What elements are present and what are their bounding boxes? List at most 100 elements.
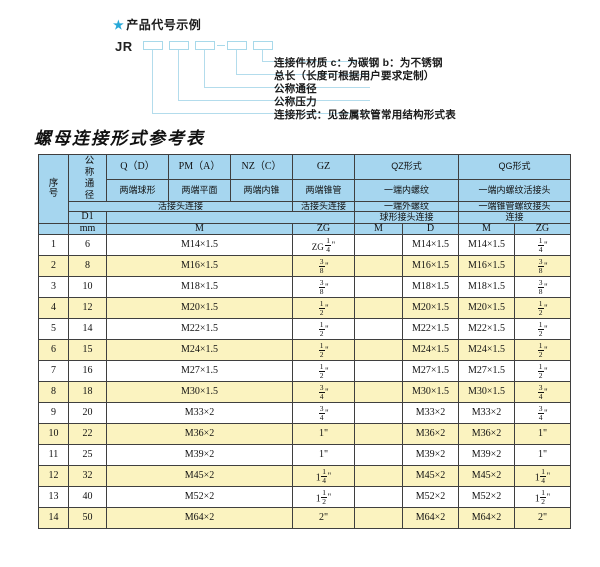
- header-code-pma: PM（A）: [168, 154, 231, 180]
- cell-thread-m: M39×2: [106, 444, 293, 467]
- cell-gz-zg: 3 4 ": [292, 402, 355, 425]
- annotation-conn-type: 连接形式：见金属软管常用结构形式表: [274, 109, 456, 121]
- cell-gz-zg: 2": [292, 507, 355, 530]
- header-row-codes: 序 号 公称通径 Q（D） PM（A） NZ（C） GZ QZ形式 QG形式: [38, 154, 572, 224]
- leader-line-conn-type-h: [152, 113, 370, 115]
- annotation-material: 连接件材质 c：为碳钢 b：为不锈钢: [274, 57, 443, 69]
- cell-qg-m: M14×1.5: [458, 234, 515, 257]
- cell-thread-m: M14×1.5: [106, 234, 293, 257]
- table-header: 序 号 公称通径 Q（D） PM（A） NZ（C） GZ QZ形式 QG形式 两…: [38, 154, 572, 236]
- header-units-blank: [38, 222, 69, 236]
- annotation-length: 总长（长度可根据用户要求定制）: [274, 70, 435, 82]
- cell-qz-m: [354, 507, 403, 530]
- code-box-3: [195, 41, 215, 50]
- cell-qz-m: [354, 486, 403, 509]
- cell-seq: 14: [38, 507, 69, 530]
- cell-qz-m: [354, 255, 403, 278]
- cell-thread-m: M22×1.5: [106, 318, 293, 341]
- cell-qg-m: M20×1.5: [458, 297, 515, 320]
- cell-gz-zg: ZG 1 4 ": [292, 234, 355, 257]
- table-row: 13 40 M52×2 1 1 2 " M52×2 M52×2 1 1 2 ": [38, 486, 572, 509]
- header-unit-m-qg: M: [458, 222, 515, 236]
- cell-bore: 15: [68, 339, 107, 362]
- cell-gz-zg: 3 8 ": [292, 255, 355, 278]
- header-desc1-gz: 两端锥管: [292, 178, 355, 203]
- cell-qz-d: M36×2: [402, 423, 459, 446]
- cell-bore: 50: [68, 507, 107, 530]
- cell-seq: 8: [38, 381, 69, 404]
- code-separator-dash: [217, 45, 225, 47]
- table-row: 5 14 M22×1.5 1 2 " M22×1.5 M22×1.5 1 2 ": [38, 318, 572, 341]
- cell-qg-m: M22×1.5: [458, 318, 515, 341]
- star-icon: ★: [113, 18, 125, 32]
- header-seq: 序 号: [38, 154, 69, 224]
- cell-thread-m: M45×2: [106, 465, 293, 488]
- header-unit-zg-qg: ZG: [513, 222, 572, 236]
- annotation-bore: 公称通径: [274, 83, 317, 95]
- header-desc2-gz: 活接头连接: [292, 200, 355, 213]
- cell-qg-zg: 1": [513, 423, 572, 446]
- table-row: 3 10 M18×1.5 3 8 " M18×1.5 M18×1.5 3 8 ": [38, 276, 572, 299]
- cell-qg-m: M45×2: [458, 465, 515, 488]
- cell-qz-d: M64×2: [402, 507, 459, 530]
- cell-qz-d: M33×2: [402, 402, 459, 425]
- leader-line-material-v: [262, 50, 264, 62]
- header-desc3-qz: 球形接头连接: [354, 211, 459, 224]
- cell-qg-zg: 1 2 ": [513, 318, 572, 341]
- cell-seq: 5: [38, 318, 69, 341]
- header-unit-m-qz: M: [354, 222, 403, 236]
- cell-qz-d: M24×1.5: [402, 339, 459, 362]
- cell-qg-m: M33×2: [458, 402, 515, 425]
- leader-line-length-h: [236, 74, 370, 76]
- cell-qz-d: M30×1.5: [402, 381, 459, 404]
- header-row-desc3: D1 球形接头连接 连接: [39, 211, 572, 224]
- leader-line-material-h: [262, 61, 370, 63]
- header-row-desc1: 两端球形 两端平面 两端内锥 两端锥管 一端内螺纹 一端内螺纹活接头: [39, 178, 572, 203]
- leader-line-bore-h: [204, 87, 370, 89]
- cell-qg-zg: 1 2 ": [513, 297, 572, 320]
- cell-bore: 20: [68, 402, 107, 425]
- cell-qg-m: M64×2: [458, 507, 515, 530]
- cell-qz-d: M52×2: [402, 486, 459, 509]
- cell-qz-m: [354, 234, 403, 257]
- annotation-pressure: 公称压力: [274, 96, 317, 108]
- cell-qg-zg: 3 4 ": [513, 402, 572, 425]
- header-desc1-qz: 一端内螺纹: [354, 178, 459, 203]
- table-row: 2 8 M16×1.5 3 8 " M16×1.5 M16×1.5 3 8 ": [38, 255, 572, 278]
- cell-thread-m: M20×1.5: [106, 297, 293, 320]
- leader-line-length-v: [236, 50, 238, 75]
- cell-gz-zg: 1 2 ": [292, 297, 355, 320]
- cell-thread-m: M30×1.5: [106, 381, 293, 404]
- code-box-2: [169, 41, 189, 50]
- cell-qz-d: M20×1.5: [402, 297, 459, 320]
- cell-qz-m: [354, 276, 403, 299]
- header-code-qz: QZ形式: [354, 154, 459, 180]
- cell-qz-d: M27×1.5: [402, 360, 459, 383]
- cell-seq: 10: [38, 423, 69, 446]
- header-bore-d1: D1: [68, 211, 107, 224]
- cell-qg-m: M52×2: [458, 486, 515, 509]
- header-desc3-qg: 连接: [457, 211, 572, 224]
- cell-bore: 18: [68, 381, 107, 404]
- cell-qg-zg: 1": [513, 444, 572, 467]
- header-desc3-blank: [106, 211, 355, 224]
- code-box-5: [253, 41, 273, 50]
- cell-qz-m: [354, 423, 403, 446]
- cell-thread-m: M36×2: [106, 423, 293, 446]
- cell-qz-m: [354, 339, 403, 362]
- cell-qz-m: [354, 360, 403, 383]
- cell-qz-d: M18×1.5: [402, 276, 459, 299]
- table-row: 12 32 M45×2 1 1 4 " M45×2 M45×2 1 1 4 ": [38, 465, 572, 488]
- header-row-units: mm M ZG M D M ZG: [38, 222, 572, 236]
- cell-thread-m: M18×1.5: [106, 276, 293, 299]
- cell-gz-zg: 1 2 ": [292, 339, 355, 362]
- cell-qz-m: [354, 318, 403, 341]
- cell-qz-m: [354, 297, 403, 320]
- cell-gz-zg: 1": [292, 444, 355, 467]
- cell-thread-m: M16×1.5: [106, 255, 293, 278]
- leader-line-pressure-v: [178, 50, 180, 101]
- header-seq-line2: 号: [48, 187, 59, 199]
- header-desc1-qd: 两端球形: [106, 178, 169, 203]
- cell-thread-m: M27×1.5: [106, 360, 293, 383]
- cell-seq: 3: [38, 276, 69, 299]
